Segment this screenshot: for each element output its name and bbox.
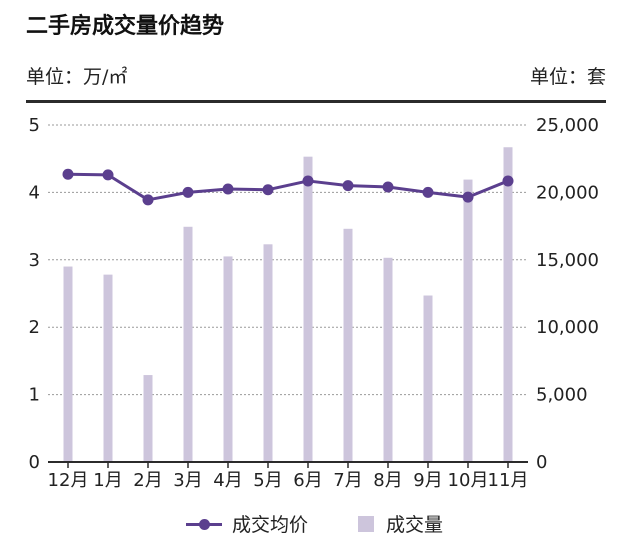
- legend-price-label: 成交均价: [232, 514, 309, 536]
- price-point: [182, 186, 194, 198]
- left-tick-label: 2: [29, 317, 40, 338]
- volume-bar: [143, 375, 153, 462]
- header-rule: [26, 100, 606, 103]
- volume-bar: [183, 226, 193, 462]
- volume-bar: [303, 156, 313, 463]
- price-point: [62, 168, 74, 180]
- price-line: [67, 172, 509, 202]
- price-point: [422, 186, 434, 198]
- x-tick-label: 4月: [213, 470, 242, 491]
- legend-bar-icon: [358, 515, 374, 532]
- right-tick-label: 0: [536, 452, 547, 473]
- volume-bar: [223, 256, 233, 462]
- right-tick-label: 10,000: [536, 317, 599, 338]
- volume-bar: [503, 147, 513, 462]
- price-point: [502, 175, 514, 187]
- x-tick-label: 5月: [253, 470, 282, 491]
- volume-bar: [423, 295, 433, 462]
- x-tick-label: 7月: [333, 470, 362, 491]
- price-point: [462, 191, 474, 203]
- x-tick-label: 9月: [413, 470, 442, 491]
- right-axis-unit: 单位：套: [529, 66, 606, 88]
- left-tick-label: 4: [29, 182, 40, 203]
- price-point: [262, 184, 274, 196]
- left-tick-label: 1: [29, 385, 40, 406]
- left-axis-unit: 单位：万/㎡: [26, 66, 128, 88]
- volume-bar: [383, 257, 393, 462]
- x-tick-label: 6月: [293, 470, 322, 491]
- chart-title: 二手房成交量价趋势: [26, 14, 225, 39]
- volume-bar: [463, 179, 473, 462]
- price-point: [382, 181, 394, 193]
- left-tick-label: 5: [29, 115, 40, 136]
- x-tick-label: 2月: [133, 470, 162, 491]
- volume-bar: [63, 266, 73, 462]
- legend: 成交均价 成交量: [0, 510, 620, 540]
- price-point: [102, 169, 114, 181]
- right-tick-label: 15,000: [536, 250, 599, 271]
- price-point: [142, 194, 154, 206]
- right-tick-label: 20,000: [536, 182, 599, 203]
- volume-bar: [263, 244, 273, 462]
- legend-line-icon: [186, 514, 222, 534]
- legend-item-volume: 成交量: [358, 510, 443, 537]
- left-tick-label: 3: [29, 250, 40, 271]
- x-tick-label: 12月: [48, 470, 89, 491]
- legend-volume-label: 成交量: [386, 514, 444, 536]
- price-point: [302, 175, 314, 187]
- x-tick-label: 10月: [448, 470, 489, 491]
- volume-bar: [103, 274, 113, 462]
- legend-item-price: 成交均价: [186, 510, 308, 537]
- left-tick-label: 0: [29, 452, 40, 473]
- price-point: [342, 180, 354, 192]
- x-tick-label: 3月: [173, 470, 202, 491]
- right-tick-label: 5,000: [536, 385, 588, 406]
- x-tick-label: 1月: [93, 470, 122, 491]
- x-tick-label: 8月: [373, 470, 402, 491]
- volume-bar: [343, 228, 353, 462]
- right-tick-label: 25,000: [536, 115, 599, 136]
- price-point: [222, 183, 234, 195]
- x-tick-label: 11月: [488, 470, 529, 491]
